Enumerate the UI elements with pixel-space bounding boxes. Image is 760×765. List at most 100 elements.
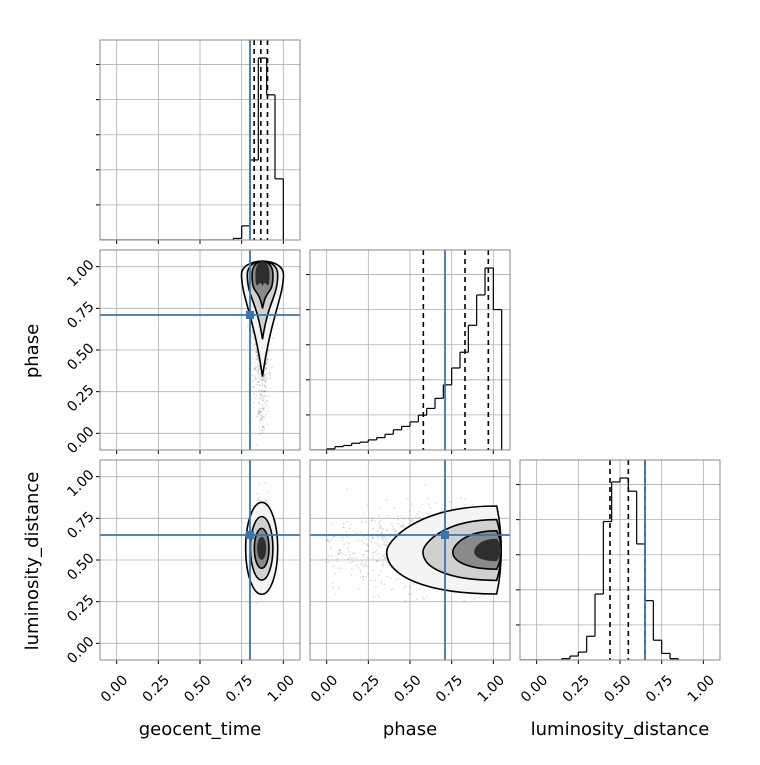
scatter-point <box>359 571 362 573</box>
scatter-point <box>428 503 431 505</box>
scatter-point <box>246 324 249 327</box>
scatter-point <box>261 384 264 387</box>
scatter-point <box>378 522 380 524</box>
scatter-point <box>360 560 363 562</box>
scatter-point <box>367 549 370 552</box>
scatter-point <box>251 329 254 332</box>
scatter-point <box>255 355 258 358</box>
scatter-point <box>371 517 374 520</box>
scatter-point <box>366 504 369 507</box>
scatter-point <box>376 530 379 533</box>
scatter-point <box>261 383 264 385</box>
scatter-point <box>361 540 364 542</box>
scatter-point <box>346 536 349 539</box>
scatter-point <box>263 390 266 393</box>
y-tick-label: 0.00 <box>64 424 97 457</box>
scatter-point <box>263 379 266 381</box>
scatter-point <box>404 599 407 602</box>
scatter-point <box>265 372 268 375</box>
scatter-point <box>449 501 451 503</box>
scatter-point <box>331 537 333 540</box>
scatter-point <box>348 527 351 530</box>
scatter-point <box>427 513 430 516</box>
scatter-point <box>429 507 432 509</box>
hist-grid <box>306 274 510 416</box>
scatter-point <box>380 569 382 572</box>
scatter-point <box>257 408 260 411</box>
scatter-point <box>326 536 328 539</box>
scatter-point <box>364 563 367 566</box>
scatter-point <box>257 365 260 368</box>
scatter-point <box>258 396 261 399</box>
scatter-point <box>264 374 266 377</box>
y-tick-label: 0.75 <box>64 509 97 542</box>
scatter-point <box>258 410 260 413</box>
scatter-point <box>327 554 330 557</box>
scatter-point <box>402 517 405 520</box>
x-tick-label: 0.50 <box>601 672 634 705</box>
scatter-point <box>341 536 344 539</box>
scatter-point <box>257 499 260 502</box>
scatter-point <box>342 526 345 529</box>
scatter-point <box>258 412 260 415</box>
scatter-point <box>359 563 362 565</box>
scatter-point <box>264 385 267 388</box>
scatter-point <box>346 547 349 550</box>
scatter-point <box>251 386 254 388</box>
scatter-point <box>257 370 259 373</box>
scatter-point <box>387 514 390 517</box>
scatter-point <box>261 377 264 380</box>
y-tick-label: 0.50 <box>64 550 97 583</box>
panel-frame <box>519 459 721 661</box>
scatter-point <box>258 425 261 428</box>
scatter-point <box>267 349 270 351</box>
scatter-point <box>404 585 407 588</box>
scatter-point <box>351 556 353 559</box>
scatter-point <box>382 543 385 546</box>
scatter-point <box>260 395 263 397</box>
scatter-point <box>400 526 403 528</box>
scatter-point <box>259 414 262 417</box>
scatter-point <box>383 553 386 556</box>
scatter-point <box>267 359 269 361</box>
scatter-point <box>260 413 263 416</box>
scatter-point <box>251 330 254 333</box>
scatter-point <box>380 528 383 531</box>
joint-body <box>325 483 502 602</box>
scatter-point <box>265 499 268 502</box>
scatter-point <box>263 428 266 431</box>
scatter-point <box>257 359 260 362</box>
scatter-point <box>339 551 342 554</box>
scatter-point <box>379 519 382 522</box>
scatter-point <box>402 525 405 528</box>
scatter-point <box>338 549 341 552</box>
scatter-point <box>252 392 255 395</box>
x-tick-label: 0.00 <box>98 672 131 705</box>
scatter-point <box>264 366 267 369</box>
scatter-point <box>261 429 264 432</box>
scatter-point <box>463 599 466 602</box>
y-tick-label: 0.25 <box>64 592 97 625</box>
scatter-point <box>377 538 380 540</box>
scatter-point <box>380 531 383 534</box>
scatter-point <box>251 349 253 352</box>
scatter-point <box>338 553 340 555</box>
scatter-point <box>345 554 348 557</box>
scatter-point <box>257 497 260 500</box>
y-tick-label: 1.00 <box>64 467 97 500</box>
scatter-point <box>382 555 385 558</box>
scatter-point <box>371 569 374 572</box>
scatter-point <box>390 522 393 525</box>
hist-grid <box>96 64 300 206</box>
scatter-point <box>337 553 340 556</box>
scatter-point <box>325 561 328 564</box>
scatter-point <box>265 404 268 407</box>
scatter-point <box>384 556 387 559</box>
scatter-point <box>425 595 428 598</box>
scatter-point <box>263 407 265 410</box>
scatter-point <box>439 510 442 513</box>
scatter-point <box>400 514 403 517</box>
scatter-point <box>266 490 269 493</box>
scatter-point <box>351 552 354 555</box>
